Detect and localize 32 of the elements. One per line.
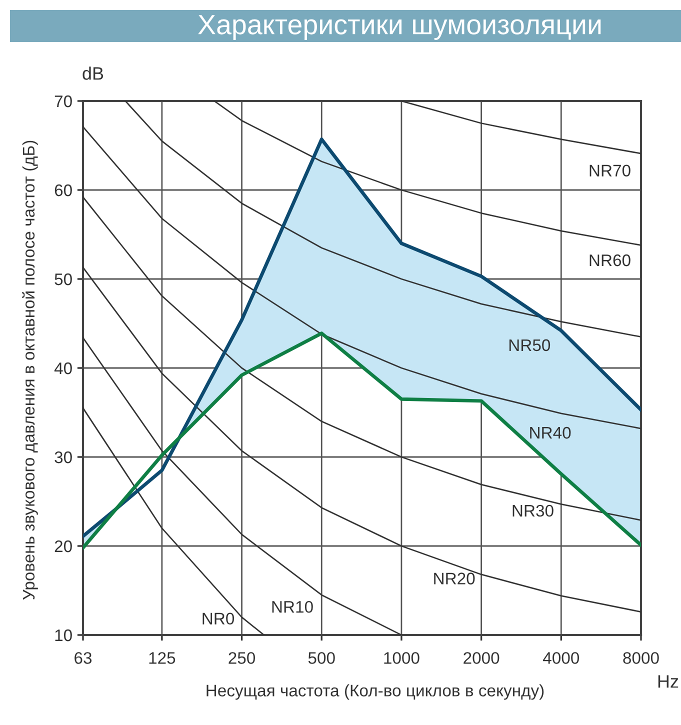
x-tick-label: 125 bbox=[149, 652, 176, 664]
series-label: NR40 bbox=[530, 426, 571, 439]
x-tick-label: 1000 bbox=[384, 652, 420, 664]
y-axis-title: Уровень звукового давления в октавной полосе частот (дБ) bbox=[22, 140, 38, 600]
chart-title: Характеристики шумоизоляции bbox=[198, 15, 601, 40]
y-tick-label: 60 bbox=[54, 184, 72, 196]
line-series bbox=[400, 101, 641, 154]
series-label: NR30 bbox=[512, 504, 554, 517]
series-label: NR50 bbox=[509, 339, 550, 352]
series-label: NR60 bbox=[590, 254, 630, 266]
y-tick-label: 40 bbox=[54, 362, 72, 374]
x-tick-label: 500 bbox=[308, 652, 335, 664]
y-tick-label: 50 bbox=[54, 273, 72, 286]
series-label: NR70 bbox=[590, 164, 630, 176]
x-tick-label: 63 bbox=[74, 652, 92, 664]
x-tick-label: 2000 bbox=[464, 652, 500, 664]
x-tick-label: 250 bbox=[228, 652, 256, 664]
y-tick-label: 30 bbox=[54, 451, 72, 464]
x-tick-label: 8000 bbox=[623, 652, 659, 664]
line-series bbox=[83, 196, 641, 521]
series-label: NR20 bbox=[434, 572, 475, 584]
y-tick-label: 10 bbox=[55, 629, 72, 642]
y-tick-label: 20 bbox=[54, 540, 72, 552]
y-tick-label: 70 bbox=[54, 95, 72, 108]
text: Hz bbox=[658, 675, 678, 688]
series-label: NR0 bbox=[202, 612, 234, 625]
x-tick-label: 4000 bbox=[543, 652, 580, 664]
series-label: NR10 bbox=[272, 600, 313, 613]
line-series bbox=[83, 266, 641, 613]
line-series bbox=[83, 332, 641, 550]
text: dB bbox=[82, 66, 104, 80]
x-axis-title: Несущая частота (Кол-во циклов в секунду) bbox=[206, 684, 544, 700]
